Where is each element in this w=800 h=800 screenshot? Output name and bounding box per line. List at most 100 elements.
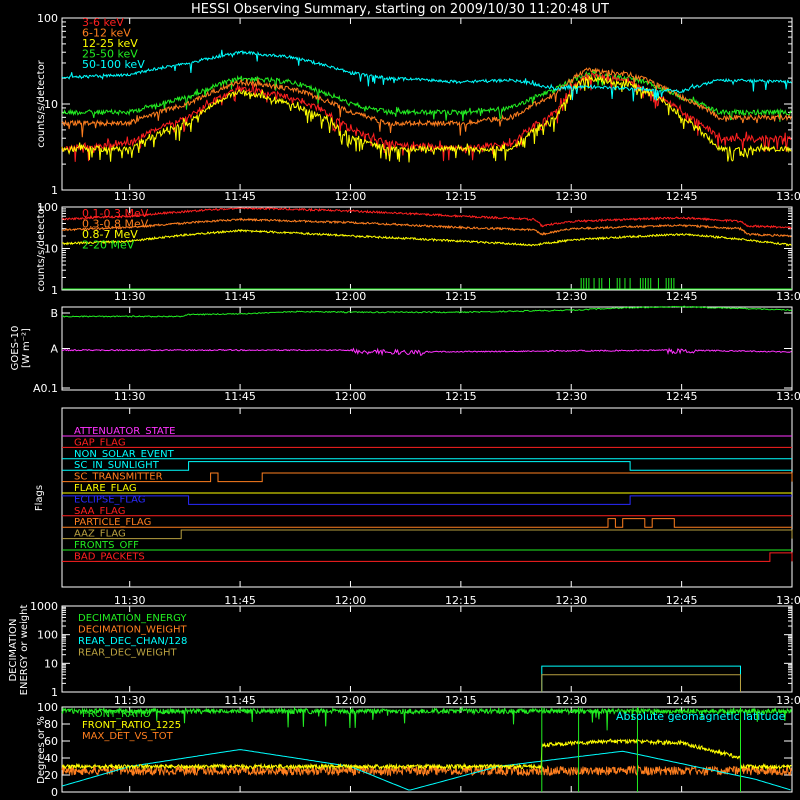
- x-tick-label: 12:15: [445, 290, 477, 303]
- y-tick-label: A: [50, 343, 58, 356]
- legend-entry: DECIMATION_WEIGHT: [78, 625, 187, 636]
- panel-frame: [61, 306, 793, 391]
- y-axis-label: ENERGY or weight: [19, 605, 30, 696]
- x-tick-label: 12:00: [335, 694, 367, 707]
- x-tick-label: 11:30: [114, 390, 146, 403]
- x-tick-label: 11:30: [114, 290, 146, 303]
- y-tick-label: 100: [37, 201, 58, 214]
- y-tick-label: 10: [44, 98, 58, 111]
- legend-entry: 0.8-7 MeV: [82, 228, 138, 241]
- x-tick-label: 11:45: [224, 694, 256, 707]
- flag-line: [62, 518, 792, 528]
- y-tick-label: 100: [37, 629, 58, 642]
- panel-4-ylabel: Flags: [34, 485, 45, 511]
- x-tick-label: 12:15: [445, 390, 477, 403]
- legend-entry: MAX_DET_VS_TOT: [82, 731, 174, 742]
- x-tick-label: 11:45: [224, 190, 256, 203]
- y-tick-label: 40: [44, 752, 58, 765]
- flag-line: [62, 529, 793, 540]
- x-tick-label: 13:00: [776, 594, 800, 607]
- series-line: [61, 206, 792, 230]
- legend-entry: DECIMATION_ENERGY: [78, 613, 187, 624]
- series-line: [61, 347, 792, 357]
- y-tick-label: 1: [51, 284, 58, 297]
- flag-label: SC_TRANSMITTER: [74, 472, 163, 483]
- x-tick-label: 12:30: [555, 594, 587, 607]
- legend-entry: REAR_DEC_CHAN/128: [78, 636, 187, 647]
- series-line: [61, 74, 792, 163]
- panel-frame: [61, 206, 793, 291]
- legend-entry: 50-100 keV: [82, 58, 145, 71]
- panel-frame: [61, 706, 793, 793]
- x-tick-label: 11:45: [224, 390, 256, 403]
- x-tick-label: 12:45: [666, 594, 698, 607]
- legend-entry: 0.1-0.3 MeV: [82, 207, 149, 220]
- series-line: [61, 764, 792, 777]
- series-line: [61, 228, 792, 247]
- flag-label: ATTENUATOR_STATE: [74, 426, 175, 437]
- panel-5-ylabel: DECIMATION ENERGY or weight: [8, 605, 30, 696]
- panel-frame: [61, 17, 793, 191]
- y-axis-label: Degrees or %: [36, 716, 47, 784]
- flag-line: [62, 552, 793, 562]
- legend-entry: 2-20 MeV: [82, 239, 135, 252]
- series-line: [61, 68, 792, 122]
- x-tick-label: 13:00: [776, 190, 800, 203]
- y-tick-label: A0.1: [33, 382, 58, 395]
- x-tick-label: 12:45: [666, 290, 698, 303]
- x-tick-label: 11:30: [114, 594, 146, 607]
- panel-2-ylabel: counts/s/detector: [36, 203, 47, 291]
- x-tick-label: 12:30: [555, 390, 587, 403]
- panel-1: 11:30 11:45 12:00 12:15 12:30 12:45 13:00: [61, 17, 800, 203]
- legend-entry: 3-6 keV: [82, 16, 124, 29]
- flag-label: ECLIPSE_FLAG: [74, 494, 145, 505]
- x-tick-label: 12:30: [555, 190, 587, 203]
- panel-6-ylabel: Degrees or %: [36, 716, 47, 784]
- flag-label: SAA_FLAG: [74, 506, 125, 517]
- flag-label: FLARE_FLAG: [74, 483, 137, 494]
- flag-label: GAP_FLAG: [74, 437, 126, 448]
- y-tick-label: 1: [51, 686, 58, 699]
- flag-label: AAZ_FLAG: [74, 529, 126, 540]
- x-tick-label: 12:30: [555, 694, 587, 707]
- x-tick-label: 13:00: [776, 290, 800, 303]
- panel-frame: [61, 605, 793, 693]
- y-tick-label: 1000: [30, 600, 58, 613]
- x-tick-label: 11:45: [224, 290, 256, 303]
- y-tick-label: 100: [37, 12, 58, 25]
- flag-line: [62, 461, 792, 471]
- flag-label: SC_IN_SUNLIGHT: [74, 460, 160, 471]
- panel-4: 11:30 11:45 12:00 12:15 12:30 12:45 13:00: [61, 407, 800, 607]
- x-tick-label: 12:00: [335, 594, 367, 607]
- y-axis-label: DECIMATION: [8, 618, 19, 681]
- flag-line: [62, 495, 792, 505]
- y-tick-label: 0: [51, 786, 58, 799]
- x-tick-label: 12:00: [335, 390, 367, 403]
- flag-line: [62, 472, 793, 483]
- legend-entry: 25-50 keV: [82, 48, 138, 61]
- flag-label: BAD_PACKETS: [74, 551, 145, 562]
- x-tick-label: 12:30: [555, 290, 587, 303]
- y-tick-label: 100: [37, 701, 58, 714]
- x-tick-label: 12:15: [445, 594, 477, 607]
- legend-entry: 12-25 keV: [82, 37, 138, 50]
- page-title: HESSI Observing Summary, starting on 200…: [191, 2, 609, 17]
- y-tick-label: 80: [44, 718, 58, 731]
- x-tick-label: 13:00: [776, 390, 800, 403]
- panel-3: 11:30 11:45 12:00 12:15 12:30 12:45 13:00: [61, 306, 800, 403]
- x-tick-label: 12:45: [666, 694, 698, 707]
- y-axis-label: GOES-10: [10, 326, 21, 371]
- x-tick-label: 11:45: [224, 594, 256, 607]
- y-tick-label: 60: [44, 735, 58, 748]
- x-tick-label: 13:00: [776, 694, 800, 707]
- x-tick-label: 12:15: [445, 694, 477, 707]
- chart-annotation: Absolute geomagnetic latitude: [616, 710, 786, 723]
- y-tick-label: 1: [51, 184, 58, 197]
- y-axis-label: counts/s/detector: [36, 59, 47, 147]
- y-axis-label: [W m⁻²]: [21, 328, 32, 368]
- flag-label: FRONTS_OFF: [74, 540, 139, 551]
- y-axis-label: Flags: [34, 485, 45, 511]
- y-tick-label: 10: [44, 657, 58, 670]
- y-tick-label: 20: [44, 769, 58, 782]
- legend-entry: 0.3-0.8 MeV: [82, 218, 149, 231]
